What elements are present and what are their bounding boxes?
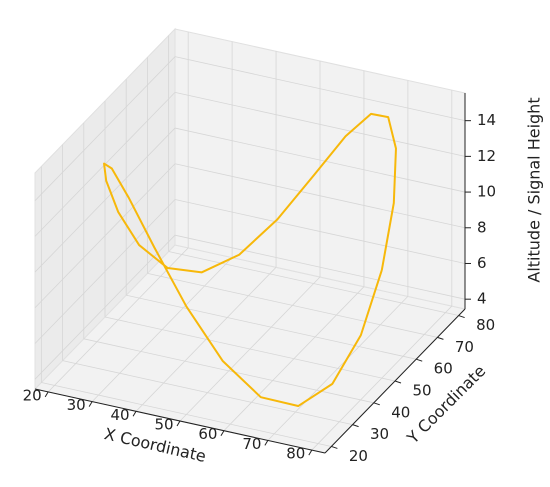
y-tick-label: 40 [391, 403, 410, 421]
grid-line [83, 338, 374, 404]
tick-mark [308, 449, 313, 456]
y-tick-label: 70 [455, 338, 474, 356]
grid-line [174, 163, 466, 229]
y-tick-label: 60 [434, 360, 453, 378]
tick-mark [132, 411, 137, 417]
tick-mark [264, 440, 269, 446]
grid-line [34, 199, 176, 344]
grid-line [174, 91, 466, 157]
grid-line [174, 199, 466, 264]
tick-mark [44, 391, 49, 398]
grid-line [41, 382, 332, 447]
x-tick-label: 20 [23, 386, 42, 404]
z-tick-label: 8 [477, 218, 487, 236]
x-tick-label: 40 [111, 406, 130, 424]
tick-mark [220, 430, 225, 436]
tick-mark [88, 401, 93, 407]
x-tick-label: 80 [286, 445, 305, 463]
tick-mark [373, 402, 380, 406]
grid-line [174, 234, 466, 300]
grid-line [62, 360, 353, 426]
z-tick-label: 4 [477, 290, 487, 308]
z-tick-label: 14 [477, 111, 496, 129]
tick-mark [352, 424, 359, 428]
tick-mark [437, 336, 444, 340]
z-tick-label: 12 [477, 147, 496, 165]
z-axis-label: Altitude / Signal Height [525, 97, 544, 282]
z-tick-label: 10 [477, 183, 496, 201]
grid-line [126, 294, 417, 360]
grid-line [34, 56, 176, 201]
grid-line [147, 272, 438, 338]
y-tick-label: 80 [476, 316, 495, 334]
y-tick-label: 20 [349, 447, 368, 465]
grid-line [34, 163, 176, 309]
tick-mark [331, 445, 338, 449]
tick-mark [394, 380, 402, 384]
grid-line [174, 56, 466, 122]
x-tick-label: 50 [154, 416, 173, 434]
grid-line [174, 127, 466, 193]
x-tick-label: 70 [242, 435, 261, 453]
z-tick-label: 6 [477, 254, 487, 272]
data-line [103, 112, 397, 408]
y-tick-label: 50 [412, 382, 431, 400]
tick-mark [176, 420, 181, 427]
x-tick-label: 30 [67, 396, 86, 414]
grid-line [34, 234, 176, 380]
tick-mark [416, 358, 423, 362]
y-tick-label: 30 [370, 425, 389, 443]
tick-mark [458, 315, 465, 319]
grid-line [168, 251, 459, 316]
grid-line [104, 316, 396, 382]
x-tick-label: 60 [198, 425, 217, 443]
grid-line [34, 127, 176, 273]
